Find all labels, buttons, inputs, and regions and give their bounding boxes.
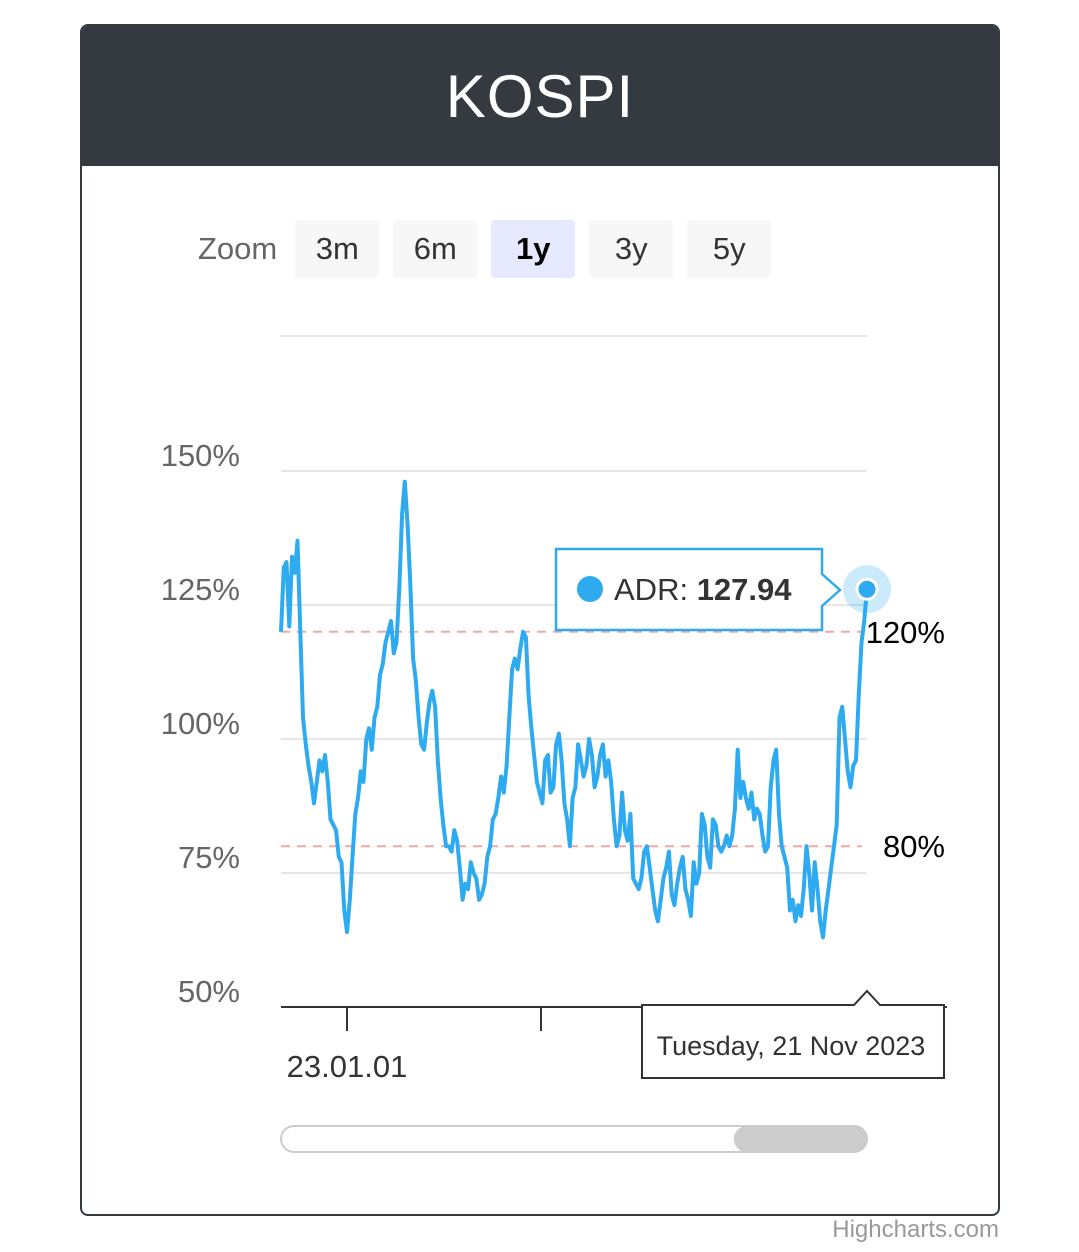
zoom-control: Zoom 3m 6m 1y 3y 5y — [198, 220, 772, 278]
y-tick-label: 150% — [161, 438, 240, 473]
hover-point — [855, 577, 879, 601]
y-tick-label: 100% — [161, 706, 240, 741]
highcharts-credits[interactable]: Highcharts.com — [832, 1216, 999, 1243]
date-tooltip-box — [641, 989, 945, 1079]
zoom-button-3m[interactable]: 3m — [295, 220, 380, 278]
tooltip-text: ADR: 127.94 — [614, 572, 792, 607]
navigator-thumb[interactable] — [733, 1126, 867, 1152]
y-tick-label: 75% — [178, 840, 240, 875]
tooltip-box — [554, 547, 842, 632]
zoom-button-6m[interactable]: 6m — [393, 220, 478, 278]
x-tick-label: 23.01.01 — [287, 1049, 408, 1084]
date-tooltip: Tuesday, 21 Nov 2023 — [641, 989, 945, 1079]
tooltip-value: 127.94 — [697, 572, 793, 607]
card-header: KOSPI — [82, 26, 998, 166]
zoom-button-5y[interactable]: 5y — [687, 220, 772, 278]
chart-title: KOSPI — [445, 62, 635, 130]
plot-line-label: 80% — [883, 829, 945, 864]
date-tooltip-text: Tuesday, 21 Nov 2023 — [657, 1031, 926, 1061]
zoom-label: Zoom — [198, 231, 278, 266]
tooltip-series-dot — [577, 576, 603, 602]
zoom-button-1y[interactable]: 1y — [491, 220, 576, 278]
y-tick-label: 125% — [161, 572, 240, 607]
tooltip-series-name: ADR: — [614, 572, 697, 607]
series-line-adr — [279, 479, 869, 940]
y-tick-label: 50% — [178, 974, 240, 1009]
plot-line-label: 120% — [866, 615, 945, 650]
zoom-button-3y[interactable]: 3y — [589, 220, 674, 278]
value-tooltip: ADR: 127.94 — [554, 547, 842, 632]
